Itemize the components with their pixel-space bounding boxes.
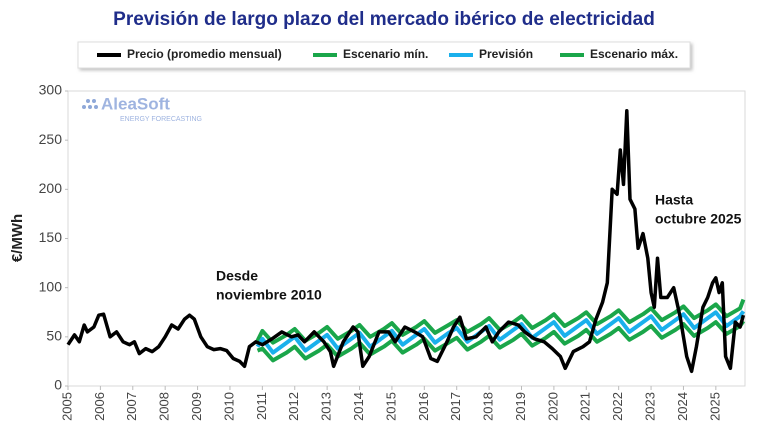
- legend-label: Previsión: [479, 47, 533, 61]
- y-tick-label: 50: [46, 328, 62, 344]
- y-axis-label: €/MWh: [9, 214, 26, 262]
- legend-label: Escenario mín.: [343, 47, 428, 61]
- x-tick-label: 2014: [351, 392, 366, 421]
- x-tick-label: 2013: [319, 392, 334, 421]
- x-tick-label: 2023: [642, 392, 657, 421]
- x-tick-label: 2022: [610, 392, 625, 421]
- x-tick-label: 2007: [124, 392, 139, 421]
- x-tick-label: 2024: [675, 392, 690, 421]
- logo-tagline: ENERGY FORECASTING: [120, 116, 202, 123]
- y-tick-label: 100: [39, 278, 63, 294]
- series-line: [256, 319, 746, 363]
- x-tick-label: 2009: [189, 392, 204, 421]
- x-tick-label: 2012: [286, 392, 301, 421]
- x-tick-label: 2008: [157, 392, 172, 421]
- logo: AleaSoft ENERGY FORECASTING: [82, 94, 202, 123]
- x-tick-label: 2021: [578, 392, 593, 421]
- x-tick-label: 2010: [221, 392, 236, 421]
- x-tick-label: 2017: [448, 392, 463, 421]
- x-tick-label: 2006: [92, 392, 107, 421]
- y-tick-label: 200: [39, 180, 63, 196]
- series-line: [255, 310, 746, 355]
- x-tick-label: 2019: [513, 392, 528, 421]
- annotation: Hasta: [655, 192, 693, 208]
- x-tick-label: 2011: [254, 392, 269, 420]
- annotation: noviembre 2010: [216, 287, 322, 303]
- series-line: [66, 108, 746, 374]
- x-tick-label: 2025: [707, 392, 722, 421]
- legend-box: [77, 41, 691, 69]
- logo-name: AleaSoft: [101, 94, 170, 113]
- legend-label: Escenario máx.: [590, 47, 678, 61]
- y-tick-label: 250: [39, 131, 63, 147]
- x-tick-label: 2016: [416, 392, 431, 421]
- y-tick-label: 150: [39, 229, 63, 245]
- x-tick-label: 2005: [59, 392, 74, 421]
- legend-label: Precio (promedio mensual): [127, 47, 282, 61]
- y-tick-label: 0: [54, 377, 62, 393]
- x-tick-label: 2020: [545, 392, 560, 421]
- x-tick-label: 2018: [481, 392, 496, 421]
- chart-title: Previsión de largo plazo del mercado ibé…: [113, 9, 655, 30]
- annotation: Desde: [216, 268, 258, 284]
- x-tick-label: 2015: [383, 392, 398, 421]
- annotation: octubre 2025: [655, 211, 742, 227]
- y-tick-label: 300: [39, 82, 63, 98]
